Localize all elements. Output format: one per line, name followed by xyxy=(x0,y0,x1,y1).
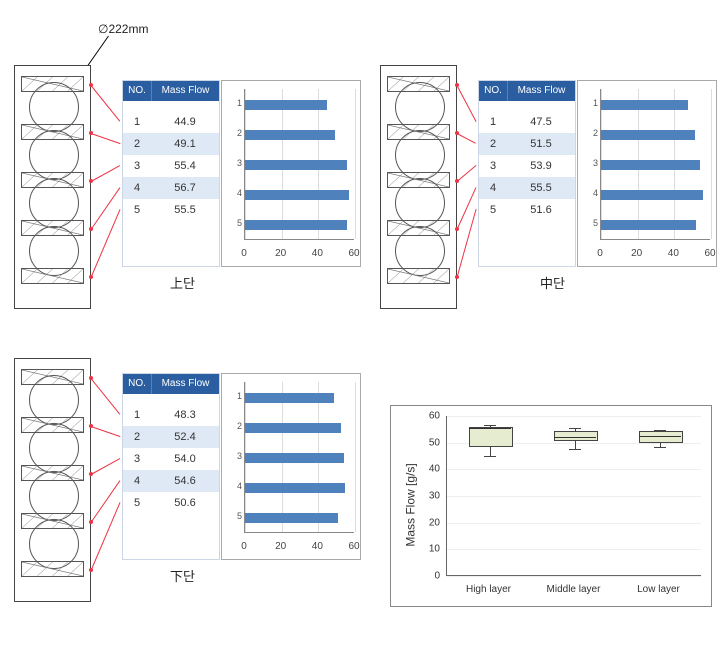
table-header-val: Mass Flow [g/s] xyxy=(152,81,219,101)
boxplot-category: High layer xyxy=(466,584,511,595)
mass-flow-table: NO.Mass Flow [g/s] 144.9249.1355.4456.755… xyxy=(122,80,220,267)
table-row: 353.9 xyxy=(479,155,575,177)
panel-caption: 上단 xyxy=(170,273,195,292)
table-row: 354.0 xyxy=(123,448,219,470)
table-header-no: NO. xyxy=(479,81,508,101)
table-row: 551.6 xyxy=(479,199,575,221)
boxplot-category: Low layer xyxy=(637,584,680,595)
table-row: 456.7 xyxy=(123,177,219,199)
table-row: 249.1 xyxy=(123,133,219,155)
boxplot-category: Middle layer xyxy=(547,584,601,595)
table-row: 251.5 xyxy=(479,133,575,155)
mass-flow-table: NO.Mass Flow [g/s] 148.3252.4354.0454.655… xyxy=(122,373,220,560)
boxplot: 0102030405060Mass Flow [g/s]High layerMi… xyxy=(390,405,712,607)
table-row: 144.9 xyxy=(123,111,219,133)
page: ∅222mm 0102030405060Mass Flow [g/s]High … xyxy=(0,0,728,658)
table-header-no: NO. xyxy=(123,81,152,101)
table-row: 550.6 xyxy=(123,492,219,514)
dimension-label: ∅222mm xyxy=(98,22,148,36)
table-row: 147.5 xyxy=(479,111,575,133)
bar-chart: 020406012345 xyxy=(221,373,361,560)
boxplot-ylabel: Mass Flow [g/s] xyxy=(404,463,418,546)
schematic xyxy=(380,65,457,309)
table-row: 454.6 xyxy=(123,470,219,492)
panel-caption: 下단 xyxy=(170,566,195,585)
panel-caption: 中단 xyxy=(540,273,565,292)
table-row: 148.3 xyxy=(123,404,219,426)
mass-flow-table: NO.Mass Flow [g/s] 147.5251.5353.9455.555… xyxy=(478,80,576,267)
table-row: 455.5 xyxy=(479,177,575,199)
bar-chart: 020406012345 xyxy=(577,80,717,267)
schematic xyxy=(14,358,91,602)
table-header-val: Mass Flow [g/s] xyxy=(152,374,219,394)
schematic xyxy=(14,65,91,309)
table-header-no: NO. xyxy=(123,374,152,394)
table-row: 355.4 xyxy=(123,155,219,177)
table-row: 252.4 xyxy=(123,426,219,448)
table-row: 555.5 xyxy=(123,199,219,221)
table-header-val: Mass Flow [g/s] xyxy=(508,81,575,101)
bar-chart: 020406012345 xyxy=(221,80,361,267)
